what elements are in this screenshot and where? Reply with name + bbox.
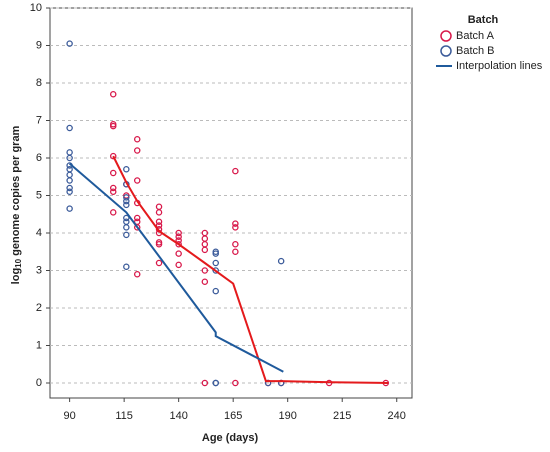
legend-label: Interpolation lines: [456, 60, 543, 72]
point: [133, 214, 141, 222]
point: [109, 184, 117, 192]
point: [175, 240, 182, 248]
y-tick-label: 9: [36, 39, 42, 51]
point: [212, 287, 219, 295]
x-tick-label: 190: [279, 410, 297, 422]
point: [155, 218, 163, 225]
point: [123, 231, 130, 239]
point: [133, 224, 141, 231]
point: [109, 188, 117, 195]
x-tick-label: 240: [388, 410, 406, 422]
y-tick-label: 2: [36, 302, 42, 314]
y-tick-label: 0: [36, 377, 42, 389]
point: [232, 224, 239, 231]
point: [66, 124, 73, 132]
point: [123, 201, 130, 209]
x-tick-label: 215: [333, 410, 351, 422]
legend-label: Batch B: [456, 45, 495, 57]
y-tick-label: 8: [36, 77, 42, 89]
x-tick-label: 90: [64, 410, 76, 422]
point: [232, 220, 239, 227]
point: [123, 165, 130, 173]
point: [123, 263, 130, 270]
point: [212, 259, 219, 267]
point: [123, 197, 130, 205]
point: [109, 122, 117, 130]
point: [212, 250, 219, 257]
point: [66, 40, 73, 47]
point: [66, 188, 73, 195]
point: [155, 240, 163, 248]
y-label-part: genome copies per gram: [10, 125, 22, 258]
x-tick-label: 165: [224, 410, 242, 422]
legend-marker: [440, 30, 452, 42]
point: [109, 152, 117, 160]
point: [175, 250, 182, 257]
y-tick-label: 3: [36, 264, 42, 276]
point: [201, 278, 209, 285]
y-tick-label: 7: [36, 114, 42, 126]
y-tick-label: 1: [36, 339, 42, 351]
point: [123, 214, 130, 222]
point: [201, 267, 209, 274]
y-tick-label: 5: [36, 189, 42, 201]
point: [212, 379, 219, 387]
point: [155, 259, 163, 267]
point: [66, 184, 73, 192]
point: [232, 167, 239, 175]
x-axis-label: Age (days): [202, 432, 259, 444]
point: [175, 233, 182, 240]
legend-title: Batch: [468, 14, 499, 26]
point: [155, 222, 163, 229]
point: [232, 379, 239, 387]
legend-label: Batch A: [456, 30, 495, 42]
interpolation-line: [112, 155, 389, 384]
x-tick-label: 140: [169, 410, 187, 422]
point: [201, 379, 209, 387]
y-axis-label: log10 genome copies per gram: [10, 125, 23, 284]
point: [133, 135, 141, 143]
point: [201, 246, 209, 254]
point: [175, 261, 182, 269]
point: [175, 229, 182, 237]
point: [133, 270, 141, 278]
point: [109, 91, 117, 98]
x-tick-label: 115: [115, 410, 133, 422]
point: [109, 169, 117, 177]
point: [155, 209, 163, 216]
point: [109, 209, 117, 216]
point: [66, 177, 73, 184]
point: [212, 267, 219, 274]
legend-marker: [440, 45, 452, 57]
y-tick-label: 4: [36, 227, 42, 239]
point: [66, 154, 73, 162]
point: [133, 147, 141, 154]
y-tick-label: 10: [30, 2, 42, 14]
point: [123, 194, 130, 201]
point: [123, 224, 130, 231]
point: [232, 240, 239, 248]
y-label-part: log: [10, 268, 22, 285]
point: [66, 205, 73, 212]
point: [277, 257, 285, 265]
interpolation-line: [68, 162, 284, 373]
y-tick-label: 6: [36, 152, 42, 164]
y-label-subscript: 10: [14, 258, 23, 267]
point: [133, 177, 141, 184]
point: [232, 248, 239, 255]
